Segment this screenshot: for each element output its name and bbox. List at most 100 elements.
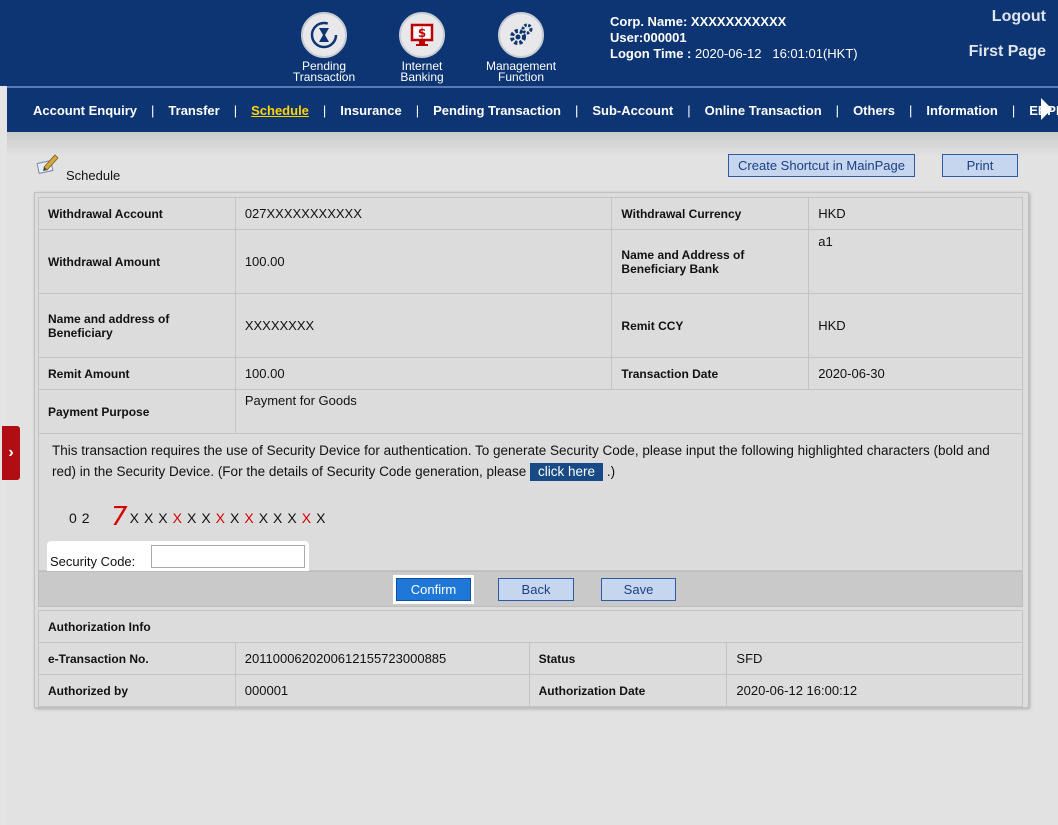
remit-amount-value: 100.00	[234, 357, 613, 390]
beneficiary-bank-value: a1	[808, 229, 1023, 294]
table-row: Authorized by 000001 Authorization Date …	[38, 674, 1023, 707]
nav-online-transaction[interactable]: Online Transaction	[704, 102, 822, 118]
pencil-paper-icon	[36, 152, 60, 177]
content-shadow	[7, 132, 1058, 157]
nav-insurance[interactable]: Insurance	[340, 102, 402, 118]
nav-scroll-right-icon[interactable]	[1041, 98, 1052, 120]
nav-information[interactable]: Information	[926, 102, 998, 118]
back-button[interactable]: Back	[498, 578, 574, 601]
security-code-label: Security Code:	[50, 554, 136, 569]
table-row: Withdrawal Account 027XXXXXXXXXXX Withdr…	[38, 197, 1023, 230]
handwritten-digit: 7	[111, 502, 128, 532]
internet-banking-label: Internet Banking	[400, 59, 444, 84]
nav-separator: |	[835, 102, 840, 118]
payment-purpose-label: Payment Purpose	[38, 389, 236, 434]
management-function-shortcut[interactable]: Management Function	[486, 12, 556, 83]
nav-others[interactable]: Others	[853, 102, 895, 118]
monitor-dollar-icon: $	[399, 12, 445, 58]
nav-pending-transaction[interactable]: Pending Transaction	[433, 102, 561, 118]
security-instructions-text: This transaction requires the use of Sec…	[52, 443, 990, 479]
logon-time-label: Logon Time :	[610, 46, 692, 61]
transaction-date-label: Transaction Date	[611, 357, 810, 390]
authorized-by-value: 000001	[234, 674, 530, 707]
security-char: X	[301, 510, 312, 526]
confirm-button[interactable]: Confirm	[396, 578, 471, 601]
payment-purpose-value: Payment for Goods	[234, 389, 1024, 434]
authorization-date-label: Authorization Date	[528, 674, 728, 707]
security-char: X	[143, 510, 154, 526]
chevron-right-icon: ›	[8, 444, 14, 461]
svg-text:$: $	[418, 26, 426, 40]
security-char: X	[230, 510, 240, 526]
withdrawal-amount-label: Withdrawal Amount	[38, 229, 236, 294]
withdrawal-currency-label: Withdrawal Currency	[611, 197, 810, 230]
status-value: SFD	[726, 642, 1023, 675]
security-char: X	[215, 510, 225, 526]
table-row: Withdrawal Amount 100.00 Name and Addres…	[38, 229, 1023, 294]
security-char: X	[172, 510, 182, 526]
transaction-date-value: 2020-06-30	[808, 357, 1023, 390]
nav-transfer[interactable]: Transfer	[168, 102, 220, 118]
withdrawal-currency-value: HKD	[808, 197, 1023, 230]
security-char: 0	[69, 510, 77, 526]
nav-sub-account[interactable]: Sub-Account	[592, 102, 674, 118]
side-panel-toggle[interactable]: ›	[2, 426, 20, 480]
main-nav: Account Enquiry | Transfer | Schedule | Ins…	[7, 86, 1058, 132]
management-function-label: Management Function	[486, 59, 557, 84]
nav-account-enquiry[interactable]: Account Enquiry	[33, 102, 138, 118]
table-row: Remit Amount 100.00 Transaction Date 202…	[38, 357, 1023, 390]
transaction-details-table: Withdrawal Account 027XXXXXXXXXXX Withdr…	[38, 197, 1024, 434]
remit-ccy-value: HKD	[808, 293, 1023, 358]
authorization-heading: Authorization Info	[38, 610, 1023, 643]
security-char: X	[244, 510, 254, 526]
table-row: Payment Purpose Payment for Goods	[38, 389, 1024, 434]
security-char: X	[201, 510, 211, 526]
security-char: X	[273, 510, 283, 526]
nav-separator: |	[687, 102, 691, 118]
security-char: X	[129, 510, 139, 526]
withdrawal-account-label: Withdrawal Account	[38, 197, 236, 230]
nav-separator: |	[1011, 102, 1016, 118]
nav-separator: |	[415, 102, 420, 118]
print-button[interactable]: Print	[942, 154, 1018, 177]
security-char: X	[258, 510, 269, 526]
nav-separator: |	[233, 102, 238, 118]
security-char: X	[316, 510, 326, 526]
nav-separator: |	[574, 102, 579, 118]
security-char: X	[158, 510, 168, 526]
hourglass-cycle-icon	[301, 12, 347, 58]
table-row: Name and address of Beneficiary XXXXXXXX…	[38, 293, 1023, 358]
user-info: Corp. Name: XXXXXXXXXXX User:000001 Logo…	[610, 14, 858, 62]
security-char: X	[287, 510, 297, 526]
authorized-by-label: Authorized by	[38, 674, 236, 707]
security-char: X	[186, 510, 197, 526]
beneficiary-label: Name and address of Beneficiary	[38, 293, 236, 358]
nav-separator: |	[151, 102, 155, 118]
logon-time-value: 2020-06-12 16:01:01(HKT)	[695, 46, 858, 61]
e-transaction-label: e-Transaction No.	[38, 642, 236, 675]
logout-link[interactable]: Logout	[991, 8, 1046, 25]
corp-name-value: XXXXXXXXXXX	[690, 14, 787, 29]
status-label: Status	[528, 642, 728, 675]
nav-separator: |	[908, 102, 913, 118]
internet-banking-shortcut[interactable]: $ Internet Banking	[387, 12, 457, 83]
first-page-link[interactable]: First Page	[968, 43, 1046, 60]
security-instructions: This transaction requires the use of Sec…	[52, 440, 1012, 482]
pending-transaction-shortcut[interactable]: Pending Transaction	[289, 12, 359, 83]
user-id: User:000001	[610, 30, 687, 45]
nav-separator: |	[322, 102, 327, 118]
authorization-table: Authorization Info e-Transaction No. 201…	[38, 610, 1023, 707]
security-char: 2	[81, 510, 90, 526]
save-button[interactable]: Save	[601, 578, 676, 601]
corp-name-label: Corp. Name:	[610, 14, 688, 29]
nav-schedule[interactable]: Schedule	[251, 102, 309, 118]
create-shortcut-button[interactable]: Create Shortcut in MainPage	[728, 154, 915, 177]
click-here-link[interactable]: click here	[530, 463, 604, 481]
withdrawal-account-value: 027XXXXXXXXXXX	[234, 197, 613, 230]
withdrawal-amount-value: 100.00	[234, 229, 613, 294]
security-code-input[interactable]	[151, 545, 305, 568]
gears-icon	[498, 12, 544, 58]
table-row: Authorization Info	[38, 610, 1023, 643]
table-row: e-Transaction No. 2011000620200612155723…	[38, 642, 1023, 675]
